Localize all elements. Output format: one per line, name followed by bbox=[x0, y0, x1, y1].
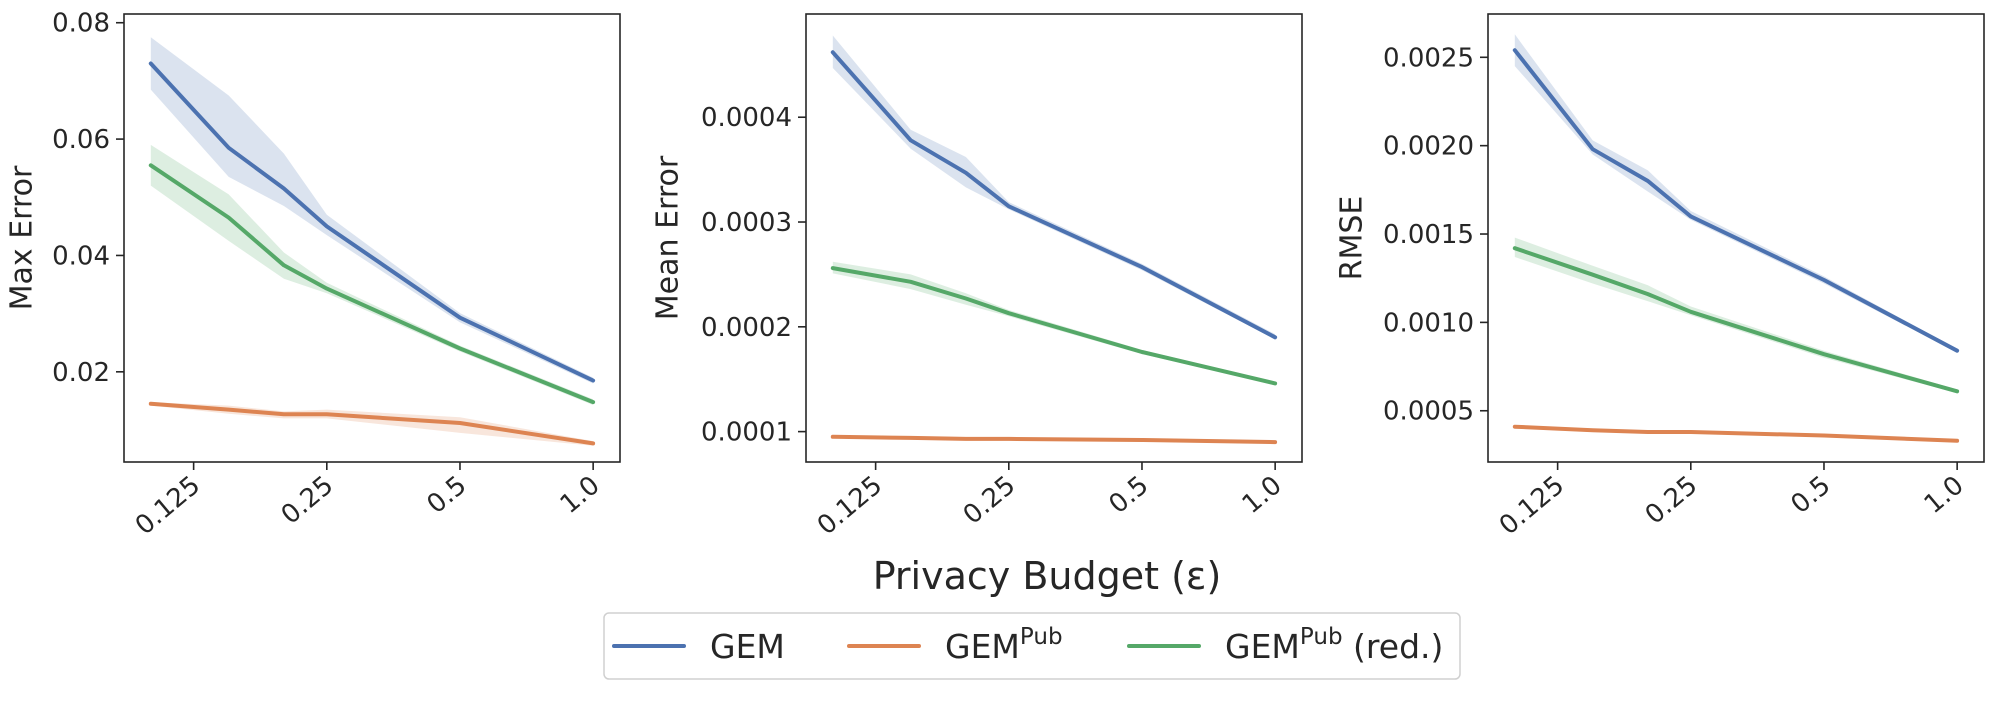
y-tick-label: 0.04 bbox=[52, 241, 110, 271]
y-tick-label: 0.0004 bbox=[701, 103, 792, 133]
series-line-3 bbox=[1512, 246, 1960, 394]
series-line-3 bbox=[830, 266, 1278, 386]
x-axis-title: Privacy Budget (ε) bbox=[873, 554, 1222, 598]
y-tick-label: 0.0005 bbox=[1383, 397, 1474, 427]
legend-label-base: GEM bbox=[945, 627, 1020, 666]
legend-label-suffix: (red.) bbox=[1343, 627, 1444, 666]
y-tick-label: 0.0010 bbox=[1383, 308, 1474, 338]
y-axis-label: Mean Error bbox=[651, 155, 686, 320]
y-axis-label: RMSE bbox=[1335, 196, 1370, 281]
x-tick-label: 0.125 bbox=[1494, 470, 1570, 541]
confidence-band-1 bbox=[1514, 34, 1958, 353]
x-tick-label: 0.125 bbox=[130, 470, 206, 541]
legend: GEM GEMPub GEMPub (red.) bbox=[603, 612, 1461, 680]
x-tick-label: 1.0 bbox=[1919, 470, 1970, 520]
legend-entry-3: GEMPub (red.) bbox=[1127, 624, 1443, 666]
series-line-1 bbox=[830, 50, 1278, 340]
x-tick-label: 0.5 bbox=[1104, 470, 1155, 520]
series-line-1 bbox=[148, 61, 596, 383]
legend-frame bbox=[603, 612, 1461, 680]
plot-frame bbox=[805, 13, 1303, 463]
y-tick-label: 0.0001 bbox=[701, 418, 792, 448]
legend-label: GEMPub bbox=[945, 624, 1063, 666]
plot-frame bbox=[1487, 13, 1985, 463]
series-line-2 bbox=[830, 434, 1278, 445]
series-line-2 bbox=[1512, 424, 1960, 443]
legend-label-superscript: Pub bbox=[1300, 624, 1343, 650]
legend-label-base: GEM bbox=[1225, 627, 1300, 666]
x-tick-label: 1.0 bbox=[1237, 470, 1288, 520]
legend-entry-1: GEM bbox=[612, 627, 785, 666]
x-tick-label: 0.25 bbox=[1640, 470, 1704, 530]
confidence-band-3 bbox=[150, 144, 594, 405]
series-line-2 bbox=[148, 401, 596, 446]
series-line-3 bbox=[148, 163, 596, 405]
y-tick-label: 0.0020 bbox=[1383, 132, 1474, 162]
confidence-band-1 bbox=[832, 35, 1276, 340]
legend-label: GEMPub (red.) bbox=[1225, 624, 1443, 666]
y-tick-label: 0.0003 bbox=[701, 208, 792, 238]
legend-entry-2: GEMPub bbox=[847, 624, 1063, 666]
y-tick-label: 0.0002 bbox=[701, 313, 792, 343]
y-tick-label: 0.08 bbox=[52, 9, 110, 39]
chart-panels: 0.02 0.04 0.06 0.08 0.125 0.25 0.5 1.0 Max Error… bbox=[5, 9, 1985, 541]
y-axis-label: Max Error bbox=[5, 165, 40, 310]
x-tick-label: 0.25 bbox=[276, 470, 340, 530]
y-tick-label: 0.02 bbox=[52, 358, 110, 388]
legend-label-superscript: Pub bbox=[1020, 624, 1063, 650]
confidence-band-1 bbox=[150, 37, 594, 384]
chart-panel-2: 0.0001 0.0002 0.0003 0.0004 0.125 0.25 0.5 1.0 M… bbox=[651, 13, 1303, 541]
y-tick-label: 0.0025 bbox=[1383, 43, 1474, 73]
chart-panel-1: 0.02 0.04 0.06 0.08 0.125 0.25 0.5 1.0 Max Error bbox=[5, 9, 621, 541]
x-tick-label: 0.25 bbox=[958, 470, 1022, 530]
legend-label: GEM bbox=[710, 627, 785, 666]
x-tick-label: 0.5 bbox=[1786, 470, 1837, 520]
y-tick-label: 0.06 bbox=[52, 125, 110, 155]
legend-label-base: GEM bbox=[710, 627, 785, 666]
x-tick-label: 0.125 bbox=[812, 470, 888, 541]
chart-panel-3: 0.0005 0.0010 0.0015 0.0020 0.0025 0.125 0.25 0… bbox=[1335, 13, 1985, 541]
plot-frame bbox=[123, 13, 621, 463]
y-tick-label: 0.0015 bbox=[1383, 220, 1474, 250]
x-tick-label: 1.0 bbox=[555, 470, 606, 520]
series-line-1 bbox=[1512, 48, 1960, 353]
x-tick-label: 0.5 bbox=[422, 470, 473, 520]
